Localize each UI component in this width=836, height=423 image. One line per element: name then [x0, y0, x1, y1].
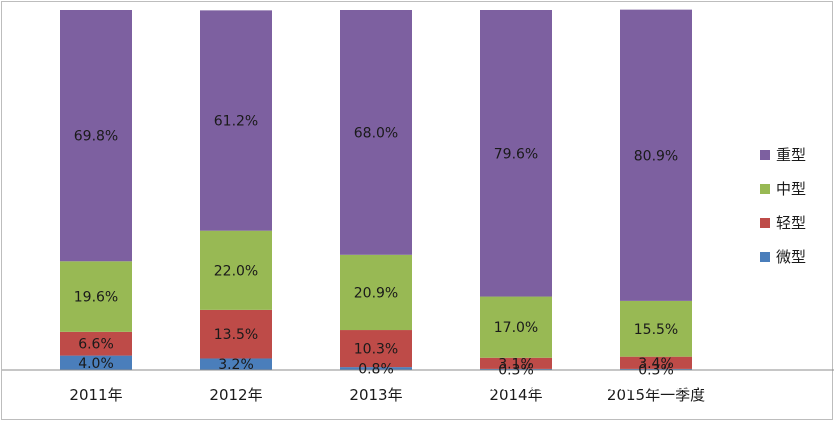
data-label-1-cat-3: 0.8%: [358, 362, 394, 378]
bar-segment-2-cat-2: [200, 309, 272, 359]
legend-label-1: 重型: [776, 146, 806, 164]
data-label-3-cat-1: 19.6%: [74, 290, 118, 306]
data-label-1-cat-4: 0.3%: [498, 362, 534, 378]
data-label-1-cat-5: 0.3%: [638, 362, 674, 378]
legend-swatch-2: [760, 184, 770, 194]
bar-segment-4-cat-5: [620, 9, 692, 301]
data-label-3-cat-3: 20.9%: [354, 285, 398, 301]
bar-segment-1-cat-3: [340, 367, 412, 370]
data-label-2-cat-2: 13.5%: [214, 327, 258, 343]
bar-segment-1-cat-1: [60, 355, 132, 370]
data-label-2-cat-4: 3.1%: [498, 356, 534, 372]
data-label-3-cat-5: 15.5%: [634, 322, 678, 338]
bar-segment-1-cat-4: [480, 368, 552, 370]
data-label-1-cat-1: 4.0%: [78, 356, 114, 372]
data-label-3-cat-2: 22.0%: [214, 263, 258, 279]
bar-segment-2-cat-1: [60, 331, 132, 356]
x-tick-label-3: 2013年: [349, 386, 402, 404]
data-label-4-cat-1: 69.8%: [74, 129, 118, 145]
bar-segment-3-cat-3: [340, 254, 412, 331]
bar-segment-2-cat-5: [620, 356, 692, 369]
data-label-4-cat-3: 68.0%: [354, 125, 398, 141]
segment-labels-layer: 4.0% 6.6% 19.6% 69.8% 3.2% 13.5% 22.0% 61.2% 0.8…: [74, 114, 678, 379]
legend-label-4: 微型: [776, 248, 806, 266]
bar-segment-4-cat-3: [340, 10, 412, 255]
data-label-2-cat-3: 10.3%: [354, 342, 398, 358]
data-label-3-cat-4: 17.0%: [494, 320, 538, 336]
bar-segment-4-cat-1: [60, 10, 132, 262]
legend-swatch-4: [760, 252, 770, 262]
x-tick-label-4: 2014年: [489, 386, 542, 404]
watermark: 微信号: zhuanyongqichezazhi: [401, 373, 709, 398]
wechat-icon: [401, 373, 432, 398]
bar-segment-2-cat-4: [480, 357, 552, 369]
x-tick-label-1: 2011年: [69, 386, 122, 404]
bar-segment-4-cat-4: [480, 10, 552, 297]
bar-segment-3-cat-1: [60, 261, 132, 332]
data-label-2-cat-1: 6.6%: [78, 337, 114, 353]
bar-segment-1-cat-5: [620, 368, 692, 370]
category-labels-layer: 2011年 2012年 2013年 2014年 2015年一季度: [69, 386, 705, 404]
x-tick-label-2: 2012年: [209, 386, 262, 404]
legend-swatch-3: [760, 218, 770, 228]
data-label-4-cat-4: 79.6%: [494, 146, 538, 162]
bars-layer: [60, 9, 692, 370]
bar-segment-2-cat-3: [340, 330, 412, 368]
data-label-4-cat-2: 61.2%: [214, 114, 258, 130]
bar-segment-4-cat-2: [200, 10, 272, 231]
x-tick-label-5: 2015年一季度: [607, 386, 705, 404]
bar-segment-3-cat-2: [200, 230, 272, 310]
data-label-4-cat-5: 80.9%: [634, 148, 678, 164]
watermark-text: 微信号: zhuanyongqichezazhi: [434, 373, 709, 395]
bar-segment-3-cat-5: [620, 300, 692, 357]
bar-segment-3-cat-4: [480, 296, 552, 358]
legend-swatch-1: [760, 150, 770, 160]
legend-label-3: 轻型: [776, 214, 806, 232]
data-label-2-cat-5: 3.4%: [638, 356, 674, 372]
data-label-1-cat-2: 3.2%: [218, 357, 254, 373]
legend-label-2: 中型: [776, 180, 806, 198]
bar-segment-1-cat-2: [200, 358, 272, 370]
